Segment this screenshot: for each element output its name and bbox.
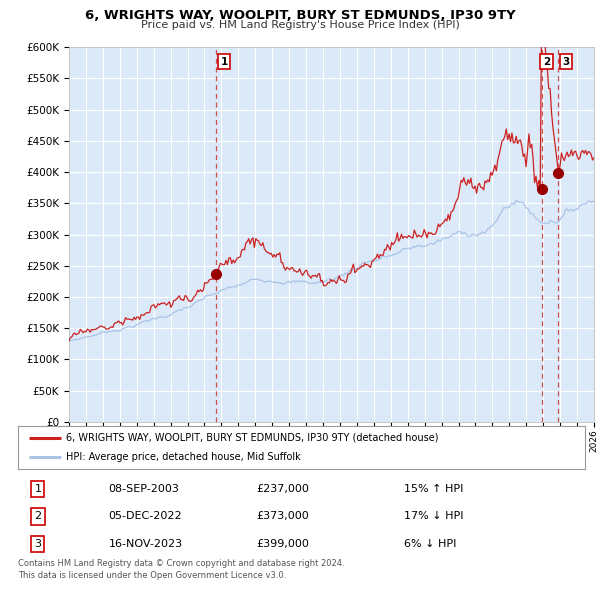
Text: 6% ↓ HPI: 6% ↓ HPI <box>404 539 456 549</box>
Text: 3: 3 <box>562 57 569 67</box>
Text: 3: 3 <box>34 539 41 549</box>
Text: 6, WRIGHTS WAY, WOOLPIT, BURY ST EDMUNDS, IP30 9TY (detached house): 6, WRIGHTS WAY, WOOLPIT, BURY ST EDMUNDS… <box>66 432 439 442</box>
Text: 1: 1 <box>34 484 41 494</box>
Text: 15% ↑ HPI: 15% ↑ HPI <box>404 484 463 494</box>
Text: £237,000: £237,000 <box>256 484 309 494</box>
Text: 1: 1 <box>220 57 227 67</box>
Text: 05-DEC-2022: 05-DEC-2022 <box>109 512 182 522</box>
Text: £373,000: £373,000 <box>256 512 309 522</box>
Text: Price paid vs. HM Land Registry's House Price Index (HPI): Price paid vs. HM Land Registry's House … <box>140 20 460 30</box>
Text: Contains HM Land Registry data © Crown copyright and database right 2024.
This d: Contains HM Land Registry data © Crown c… <box>18 559 344 580</box>
Text: 17% ↓ HPI: 17% ↓ HPI <box>404 512 463 522</box>
Text: 08-SEP-2003: 08-SEP-2003 <box>109 484 179 494</box>
Text: 16-NOV-2023: 16-NOV-2023 <box>109 539 183 549</box>
Text: 2: 2 <box>542 57 550 67</box>
Text: 2: 2 <box>34 512 41 522</box>
Text: HPI: Average price, detached house, Mid Suffolk: HPI: Average price, detached house, Mid … <box>66 453 301 463</box>
Text: £399,000: £399,000 <box>256 539 309 549</box>
Text: 6, WRIGHTS WAY, WOOLPIT, BURY ST EDMUNDS, IP30 9TY: 6, WRIGHTS WAY, WOOLPIT, BURY ST EDMUNDS… <box>85 9 515 22</box>
